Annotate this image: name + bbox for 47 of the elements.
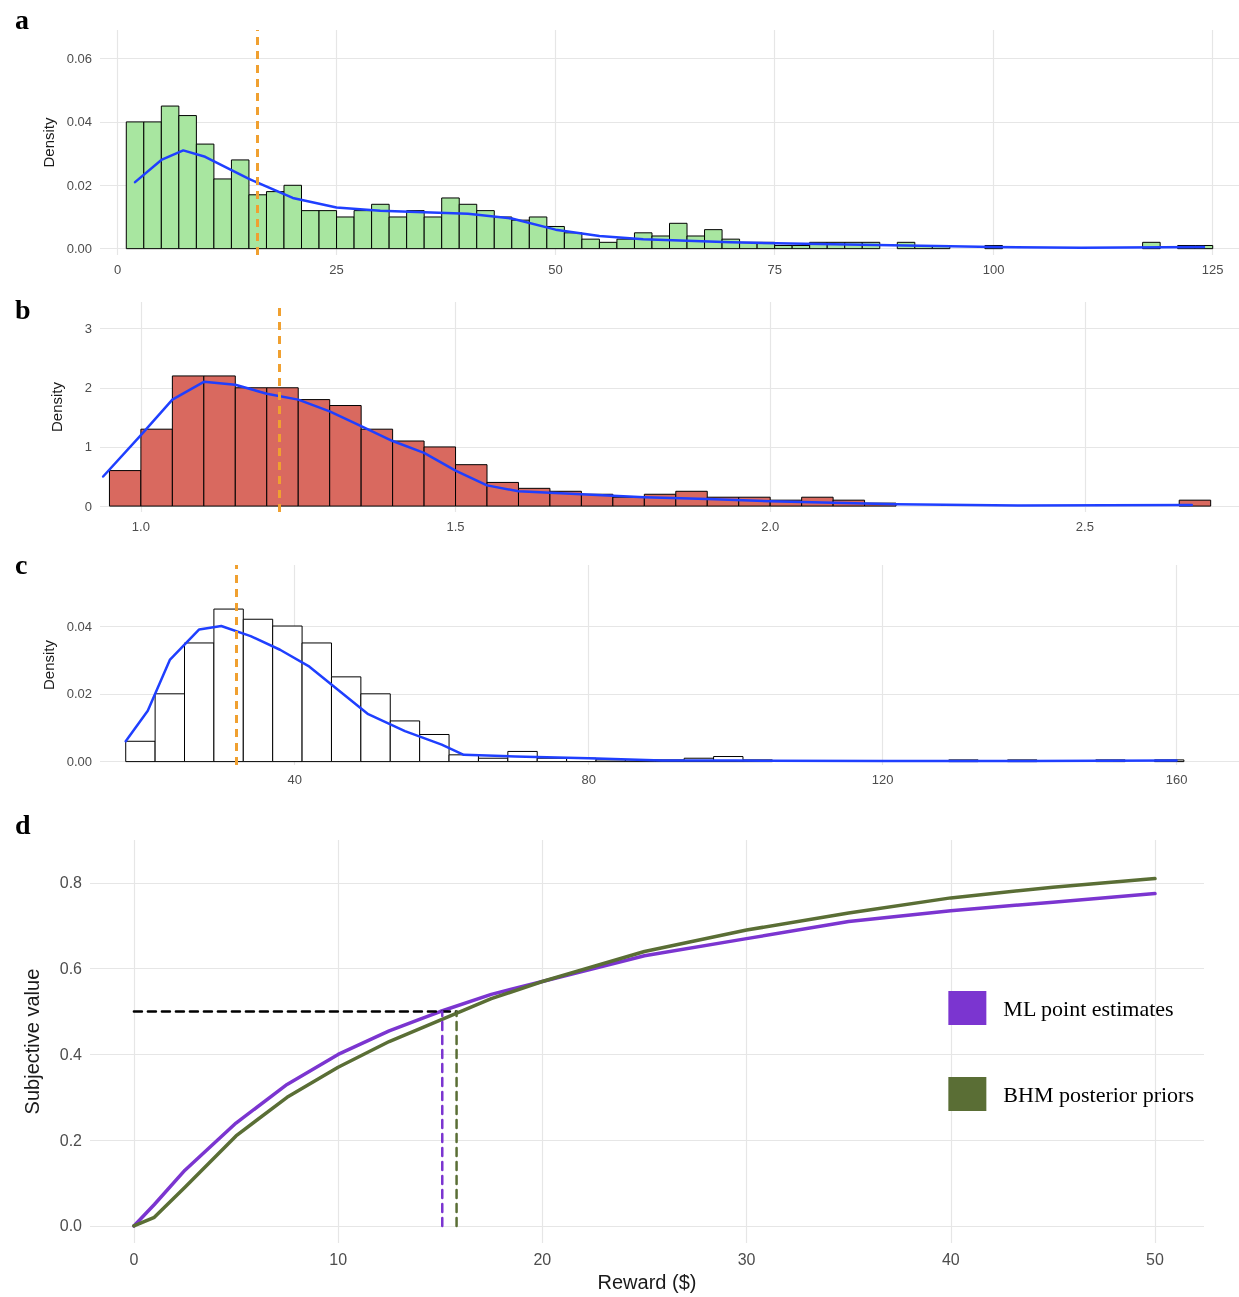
x-tick-label: 80 (581, 772, 596, 787)
y-tick-label: 0.00 (66, 241, 92, 257)
y-tick-label: 0.0 (59, 1217, 83, 1235)
chart-title: a (15, 3, 29, 35)
x-tick-label: 2.5 (1075, 519, 1094, 534)
y-tick-label: 0.00 (66, 754, 92, 770)
x-axis-title: Reward ($) (597, 1271, 697, 1293)
chart-title: b (15, 293, 31, 325)
y-tick-label: 0.6 (59, 960, 83, 978)
x-tick-label: 30 (737, 1250, 756, 1268)
chart-title: c (15, 548, 28, 580)
x-tick-label: 40 (941, 1250, 960, 1268)
y-tick-label: 0.2 (59, 1131, 83, 1149)
y-tick-label: 3 (84, 321, 92, 337)
x-tick-label: 0 (129, 1250, 139, 1268)
x-tick-label: 40 (287, 772, 302, 787)
y-axis-title: Density (39, 117, 57, 168)
y-tick-label: 0.04 (66, 114, 92, 130)
y-tick-label: 0.4 (59, 1045, 83, 1063)
x-tick-label: 50 (1146, 1250, 1164, 1268)
x-tick-label: 1.0 (131, 519, 150, 534)
y-tick-label: 0 (84, 498, 92, 514)
x-tick-label: 20 (533, 1250, 552, 1268)
x-tick-label: 25 (329, 262, 344, 277)
y-tick-label: 1 (84, 439, 92, 455)
x-tick-label: 160 (1165, 772, 1188, 787)
y-axis-title: Density (39, 639, 57, 691)
x-tick-label: 50 (548, 262, 563, 277)
x-tick-label: 2.0 (761, 519, 780, 534)
legend-label: ML point estimates (1003, 995, 1174, 1021)
y-tick-label: 0.02 (66, 686, 92, 702)
legend-label: BHM posterior priors (1003, 1081, 1194, 1107)
y-tick-label: 0.04 (66, 618, 92, 634)
chart-title: d (15, 808, 31, 840)
y-axis-title: Density (48, 381, 65, 433)
x-tick-label: 100 (982, 262, 1005, 277)
y-tick-label: 0.8 (59, 874, 83, 892)
x-tick-label: 0 (113, 262, 122, 277)
x-tick-label: 10 (329, 1250, 348, 1268)
x-tick-label: 1.5 (446, 519, 465, 534)
y-tick-label: 2 (84, 380, 92, 396)
x-tick-label: 125 (1201, 262, 1224, 277)
y-tick-label: 0.06 (66, 51, 92, 67)
y-tick-label: 0.02 (66, 177, 92, 193)
x-tick-label: 75 (767, 262, 782, 277)
y-axis-title: Subjective value (21, 968, 43, 1115)
x-tick-label: 120 (871, 772, 894, 787)
